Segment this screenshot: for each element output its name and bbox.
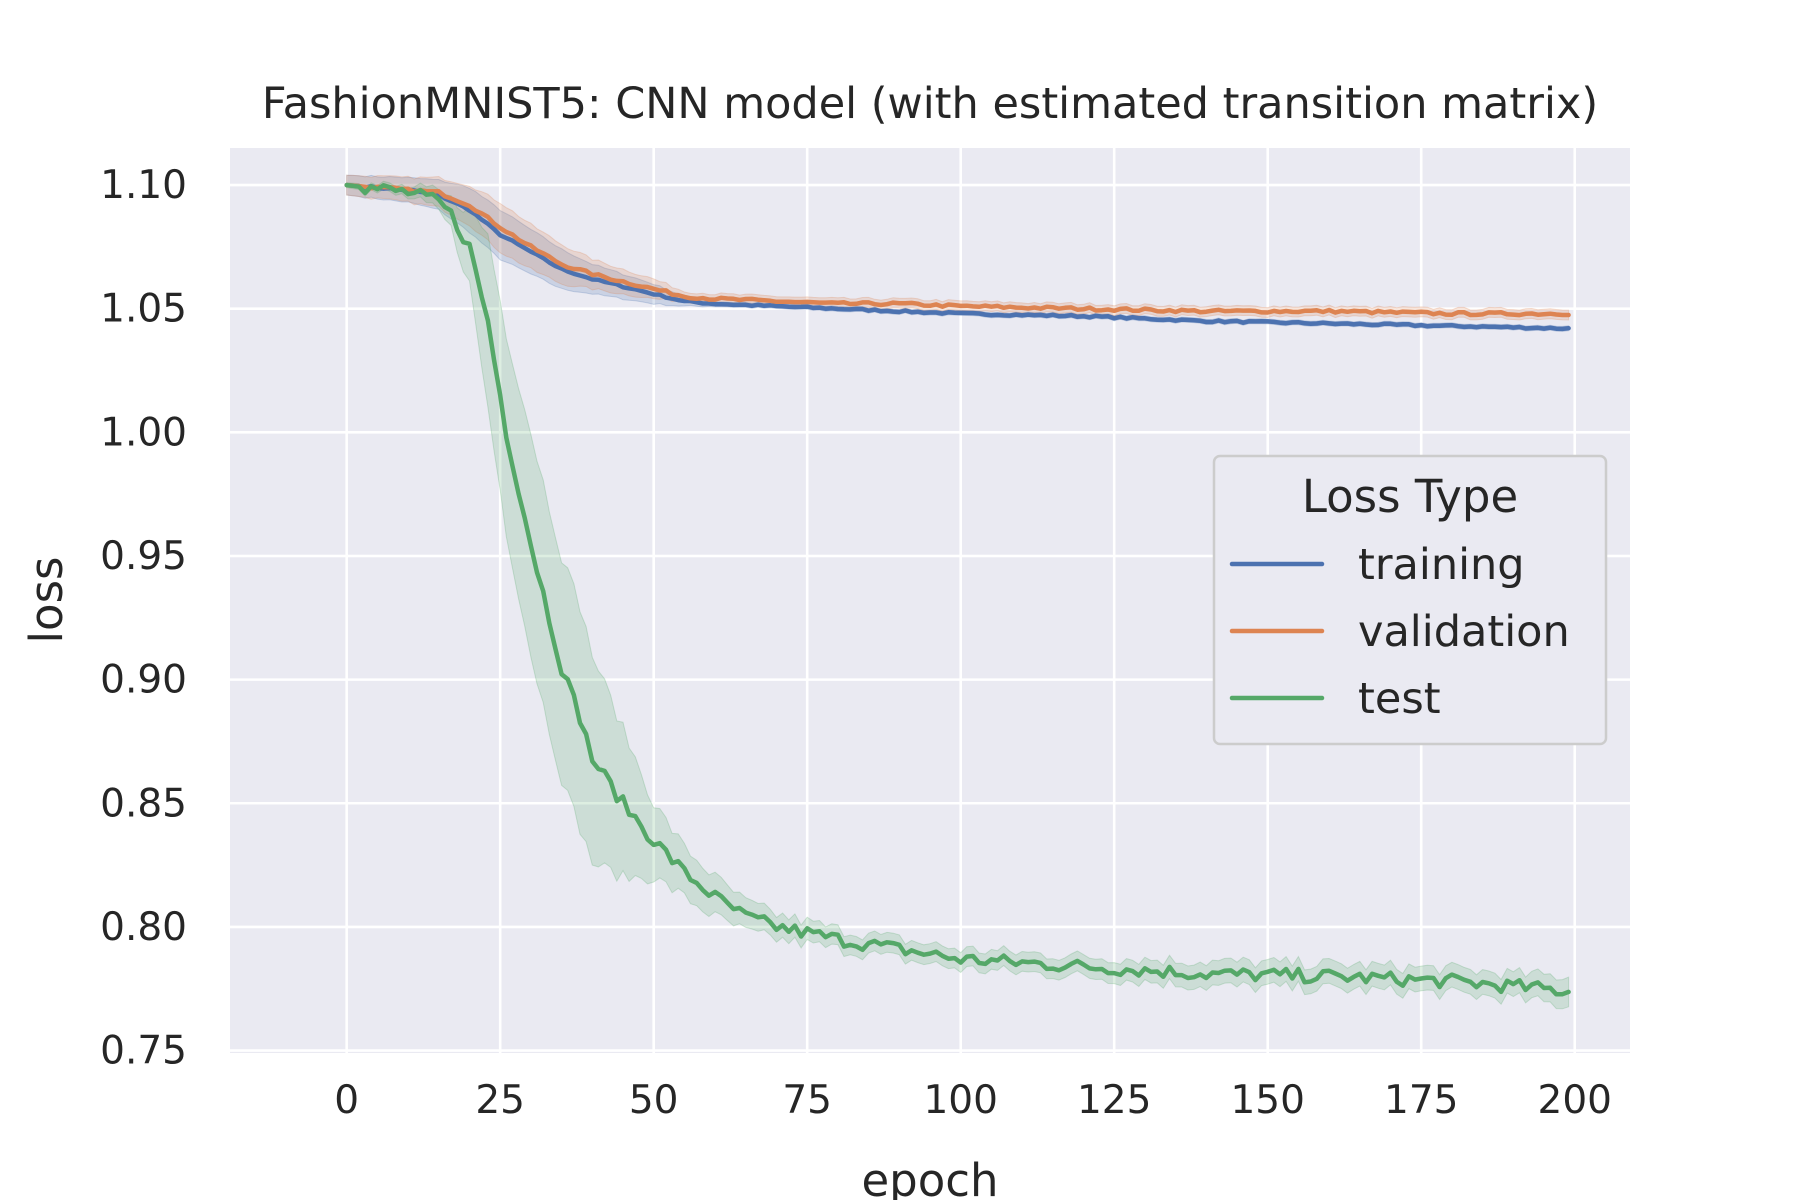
legend-title: Loss Type	[1302, 470, 1518, 523]
test-line	[344, 182, 1571, 997]
y-axis-label: loss	[20, 557, 73, 644]
test-band	[346, 180, 1570, 1010]
x-tick-label: 125	[1077, 1078, 1151, 1123]
series-lines	[344, 182, 1571, 997]
x-tick-label: 0	[334, 1078, 359, 1123]
x-tick-label: 75	[782, 1078, 832, 1123]
y-tick-label: 0.90	[100, 658, 187, 703]
legend-items: training validation test	[1229, 540, 1570, 724]
y-tick-label: 1.05	[100, 287, 187, 332]
x-tick-label: 175	[1384, 1078, 1458, 1123]
y-tick-label: 1.00	[100, 410, 187, 455]
legend-frame	[1212, 454, 1608, 746]
chart-title: FashionMNIST5: CNN model (with estimated…	[262, 79, 1598, 129]
y-tick-label: 0.85	[100, 781, 187, 826]
x-tick-label: 150	[1230, 1078, 1304, 1123]
legend: Loss Type training validation test	[1212, 454, 1608, 746]
tick-labels: 0 25 50 75 100 125 150 175 200 0.75 0.80 0.85 0.90 0.…	[100, 163, 1612, 1123]
grid	[230, 148, 1630, 1053]
y-tick-label: 1.10	[100, 163, 187, 208]
y-tick-label: 0.75	[100, 1029, 187, 1074]
x-tick-label: 50	[629, 1078, 679, 1123]
validation-line	[344, 182, 1571, 318]
legend-label-test: test	[1358, 674, 1441, 724]
training-line	[344, 182, 1571, 332]
legend-label-training: training	[1358, 540, 1525, 590]
x-axis-label: epoch	[861, 1154, 998, 1200]
x-tick-label: 25	[475, 1078, 525, 1123]
y-tick-label: 0.80	[100, 905, 187, 950]
y-tick-label: 0.95	[100, 534, 187, 579]
x-tick-label: 100	[923, 1078, 997, 1123]
legend-label-validation: validation	[1358, 607, 1570, 657]
x-tick-label: 200	[1538, 1078, 1612, 1123]
